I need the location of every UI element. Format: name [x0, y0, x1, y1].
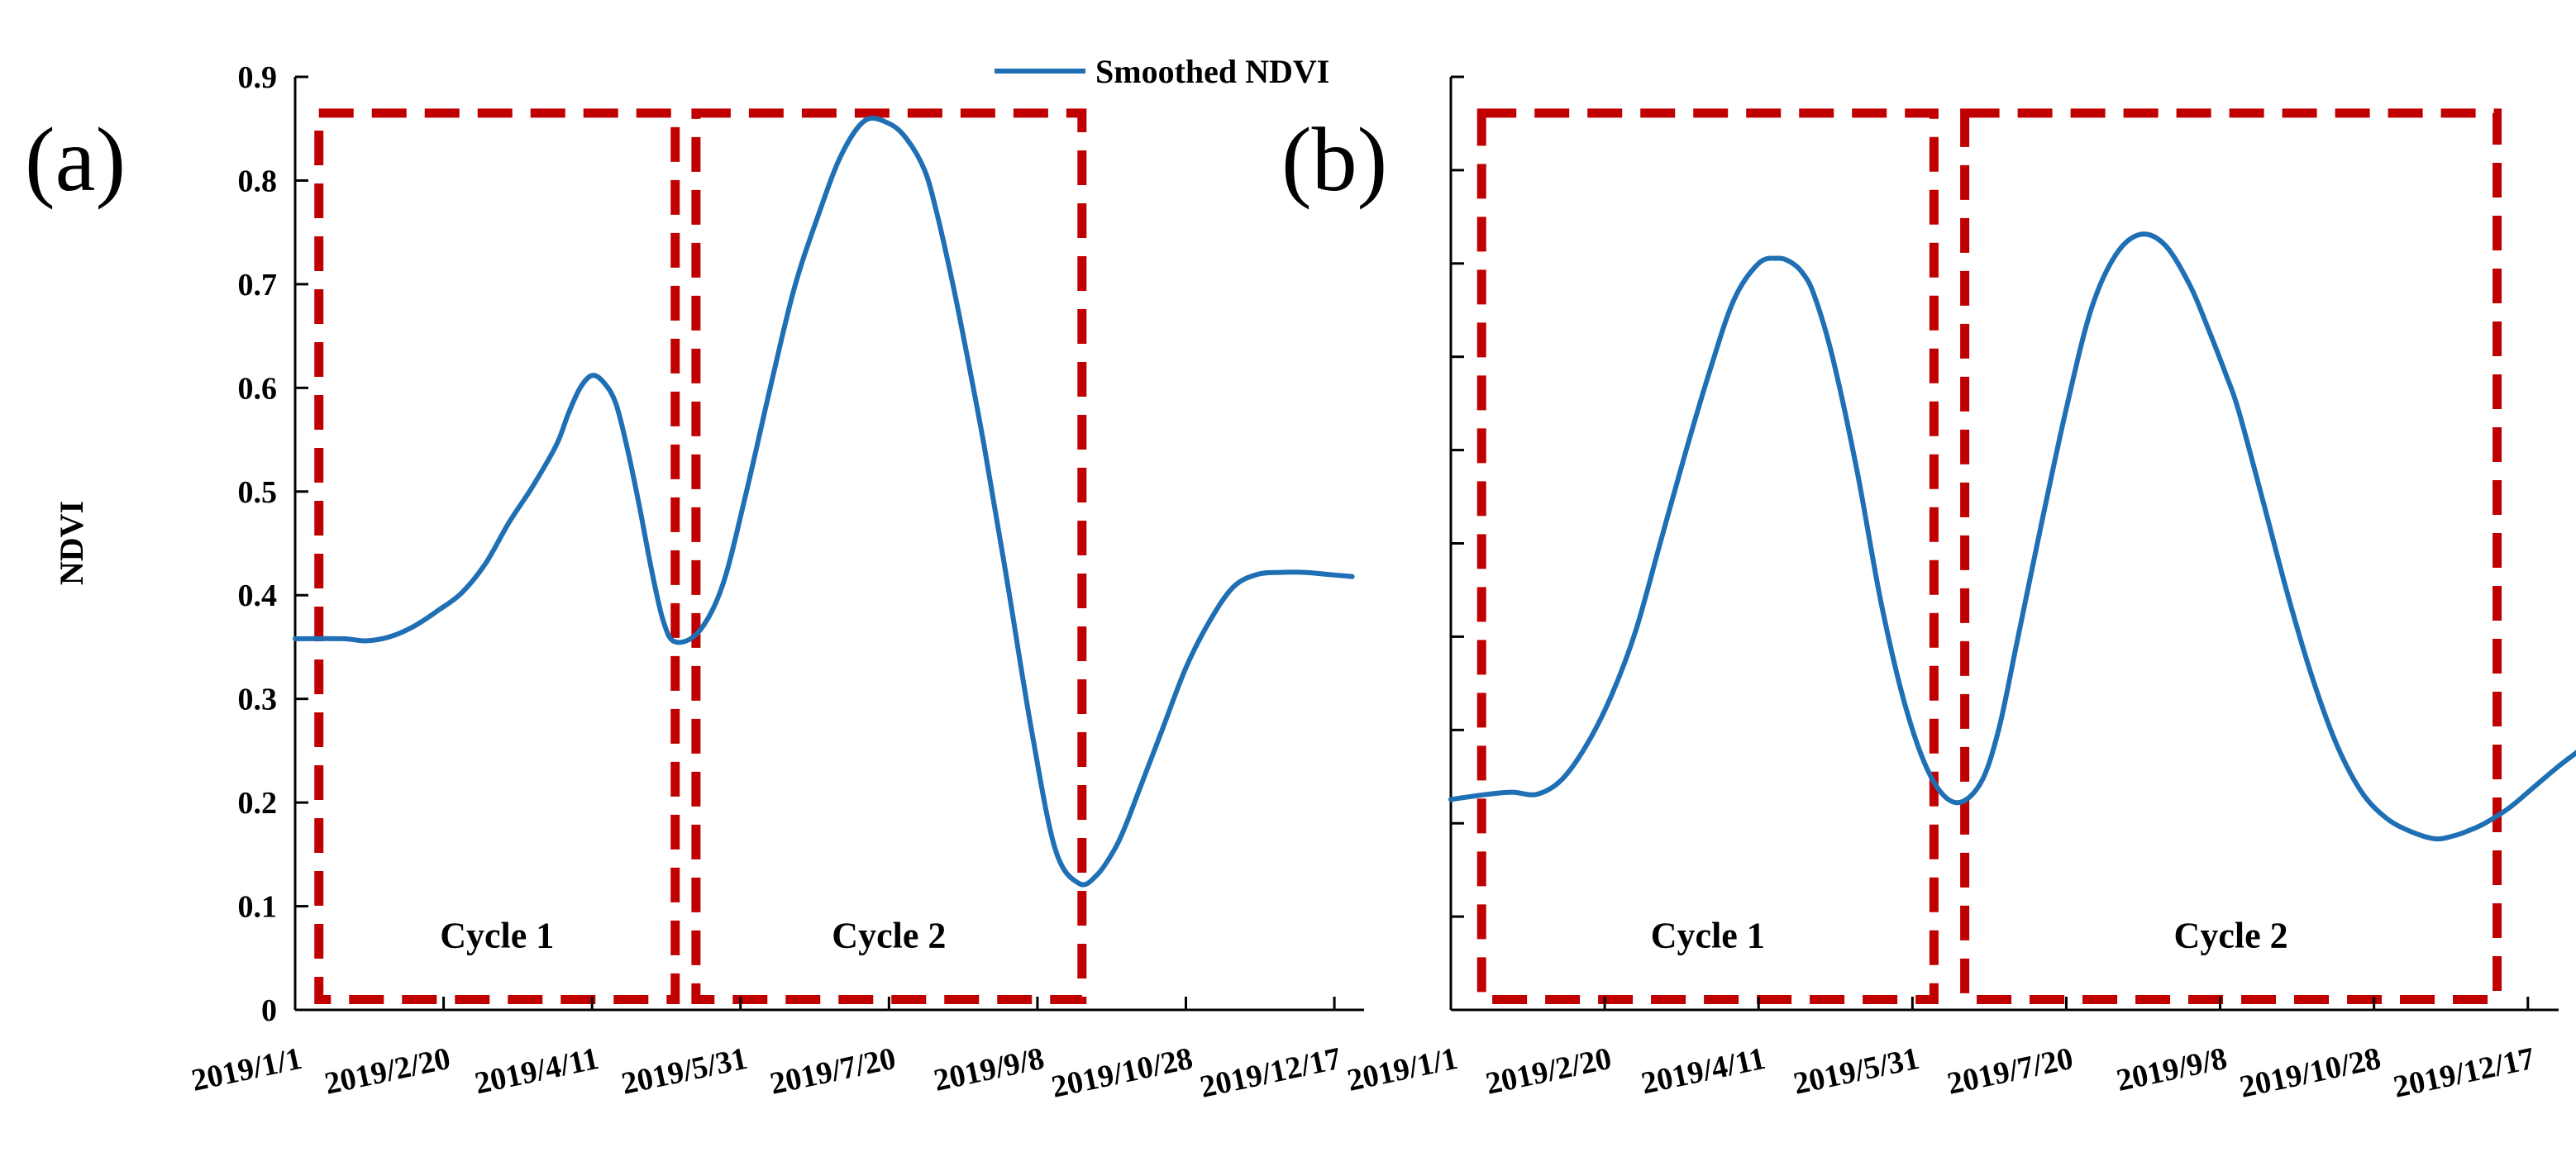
y-tick-label: 0.1 [238, 890, 278, 925]
x-tick-label: 2019/5/31 [618, 1041, 750, 1102]
chart-panel-b: 2019/1/1 2019/2/20 2019/4/11 2019/5/31 2019/… [1281, 75, 2576, 1105]
cycle-label: Cycle 1 [440, 916, 554, 956]
x-tick-label: 2019/4/11 [472, 1041, 602, 1102]
axes-b: 2019/1/1 2019/2/20 2019/4/11 2019/5/31 2019/… [1344, 75, 2559, 1105]
x-tick-label: 2019/9/8 [2114, 1041, 2230, 1098]
y-tick-label: 0.8 [238, 164, 278, 198]
y-tick-label: 0.2 [238, 786, 278, 821]
smoothed-ndvi-line [293, 116, 1355, 888]
cycle-label: Cycle 2 [2174, 916, 2288, 956]
x-tick-label: 2019/7/20 [767, 1041, 899, 1102]
panel-label-a: (a) [25, 109, 126, 210]
series-line-b [1448, 231, 2576, 842]
cycle-label: Cycle 1 [1651, 916, 1765, 956]
x-tick-label: 2019/2/20 [322, 1041, 453, 1102]
cycle-box [1476, 108, 1939, 1004]
legend-label: Smoothed NDVI [1095, 53, 1329, 90]
cycle-box [314, 108, 680, 1004]
x-tick-label: 2019/10/28 [1048, 1041, 1195, 1105]
panel-label-b: (b) [1281, 109, 1387, 210]
x-tick-label: 2019/7/20 [1944, 1041, 2076, 1102]
y-tick-label: 0.3 [238, 683, 278, 717]
y-tick-label: 0.9 [238, 60, 278, 95]
x-tick-label: 2019/12/17 [2391, 1041, 2538, 1105]
y-tick-label: 0.7 [238, 268, 278, 302]
series-line-a [293, 116, 1355, 888]
x-tick-label: 2019/1/1 [1344, 1041, 1461, 1098]
cycle-box [1960, 108, 2502, 1004]
smoothed-ndvi-line [1448, 231, 2576, 842]
cycle-boxes-b [1476, 108, 2502, 1004]
chart-panel-a: 0 0.1 0.2 0.3 0.4 0.5 0.6 0.7 0.8 0.9 2019/1/1 2019… [25, 60, 1364, 1105]
y-tick-label: 0.4 [238, 578, 278, 613]
x-tick-label: 2019/4/11 [1639, 1041, 1768, 1102]
legend: Smoothed NDVI [995, 53, 1329, 90]
cycle-boxes-a [314, 108, 1087, 1004]
x-tick-label: 2019/10/28 [2236, 1041, 2383, 1105]
cycle-box [691, 108, 1087, 1004]
labels-b: Cycle 1 Cycle 2 (b) [1281, 109, 2288, 956]
y-tick-label: 0 [261, 993, 277, 1028]
x-tick-label: 2019/5/31 [1791, 1041, 1922, 1102]
cycle-label: Cycle 2 [832, 916, 946, 956]
x-tick-label: 2019/9/8 [931, 1041, 1047, 1098]
y-tick-label: 0.5 [238, 475, 278, 510]
y-axis-title: NDVI [53, 501, 90, 585]
labels-a: Cycle 1 Cycle 2 (a) NDVI [25, 109, 946, 956]
axes-a: 0 0.1 0.2 0.3 0.4 0.5 0.6 0.7 0.8 0.9 2019/1/1 2019… [188, 60, 1364, 1105]
x-tick-label: 2019/2/20 [1482, 1041, 1614, 1102]
x-tick-label: 2019/1/1 [188, 1041, 305, 1098]
y-tick-label: 0.6 [238, 371, 278, 406]
x-tick-label: 2019/12/17 [1197, 1041, 1344, 1105]
